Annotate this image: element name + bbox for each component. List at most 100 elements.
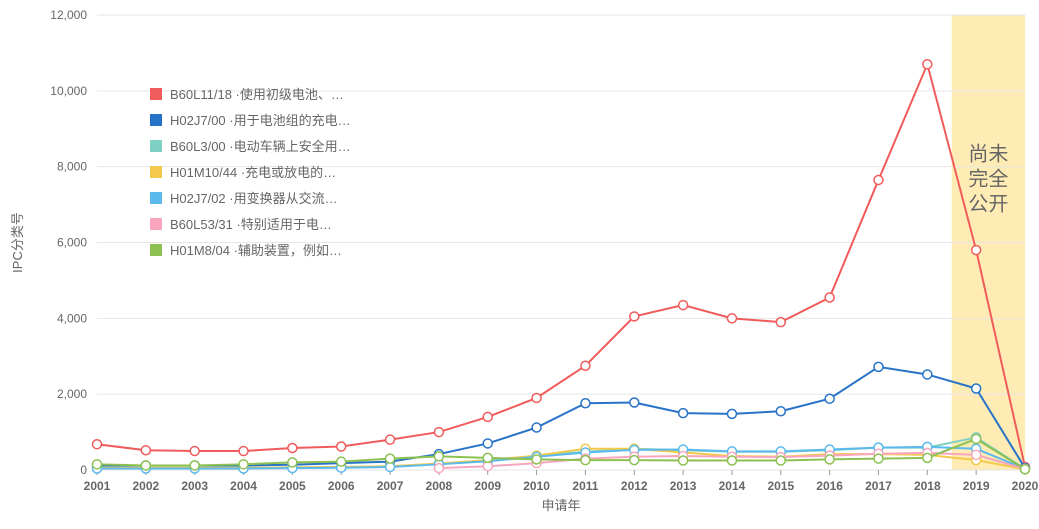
x-tick-label: 2018 <box>914 479 941 493</box>
series-marker <box>874 362 883 371</box>
series-marker <box>190 461 199 470</box>
series-marker <box>434 464 443 473</box>
legend-swatch <box>150 88 162 100</box>
x-tick-label: 2016 <box>816 479 843 493</box>
y-tick-label: 2,000 <box>57 387 87 401</box>
legend-swatch <box>150 140 162 152</box>
series-marker <box>581 456 590 465</box>
series-marker <box>483 412 492 421</box>
series-marker <box>727 456 736 465</box>
legend-label: H02J7/02 ·用变换器从交流… <box>170 191 338 206</box>
x-tick-label: 2008 <box>426 479 453 493</box>
series-marker <box>972 384 981 393</box>
y-tick-label: 0 <box>80 463 87 477</box>
y-tick-label: 4,000 <box>57 311 87 325</box>
x-tick-label: 2004 <box>230 479 257 493</box>
series-marker <box>532 455 541 464</box>
series-marker <box>386 454 395 463</box>
legend-swatch <box>150 244 162 256</box>
series-marker <box>288 444 297 453</box>
legend-swatch <box>150 218 162 230</box>
line-chart: 尚未完全公开 0 2,000 4,000 6,000 8,000 10,000 12,000 2… <box>0 0 1039 529</box>
series-marker <box>825 293 834 302</box>
series-marker <box>190 447 199 456</box>
x-tick-label: 2020 <box>1012 479 1039 493</box>
series-marker <box>93 440 102 449</box>
y-tick-label: 8,000 <box>57 160 87 174</box>
chart-container: 尚未完全公开 0 2,000 4,000 6,000 8,000 10,000 12,000 2… <box>0 0 1039 529</box>
series-marker <box>581 399 590 408</box>
legend-swatch <box>150 192 162 204</box>
series-marker <box>93 460 102 469</box>
x-tick-label: 2019 <box>963 479 990 493</box>
legend-label: B60L3/00 ·电动车辆上安全用… <box>170 139 351 154</box>
legend-label: H01M10/44 ·充电或放电的… <box>170 165 336 180</box>
x-tick-label: 2012 <box>621 479 648 493</box>
series-marker <box>630 456 639 465</box>
series-marker <box>972 434 981 443</box>
series-marker <box>776 407 785 416</box>
legend-label: B60L11/18 ·使用初级电池、… <box>170 87 344 102</box>
series-marker <box>581 361 590 370</box>
series-marker <box>972 450 981 459</box>
series-marker <box>141 446 150 455</box>
series-marker <box>337 442 346 451</box>
x-tick-label: 2006 <box>328 479 355 493</box>
series-marker <box>483 453 492 462</box>
series-marker <box>727 409 736 418</box>
x-tick-label: 2005 <box>279 479 306 493</box>
series-marker <box>874 454 883 463</box>
series-marker <box>434 428 443 437</box>
series-marker <box>288 458 297 467</box>
series-marker <box>825 394 834 403</box>
x-tick-label: 2011 <box>572 479 598 493</box>
y-axis-title: IPC分类号 <box>10 212 25 273</box>
y-tick-label: 6,000 <box>57 236 87 250</box>
series-marker <box>923 60 932 69</box>
legend-label: B60L53/31 ·特别适用于电… <box>170 217 332 232</box>
series-marker <box>532 423 541 432</box>
series-marker <box>679 456 688 465</box>
x-tick-label: 2014 <box>719 479 746 493</box>
series-marker <box>972 246 981 255</box>
x-tick-label: 2003 <box>181 479 208 493</box>
x-tick-label: 2013 <box>670 479 697 493</box>
series-marker <box>630 398 639 407</box>
series-marker <box>532 393 541 402</box>
series-marker <box>239 447 248 456</box>
series-marker <box>679 301 688 310</box>
legend-label: H01M8/04 ·辅助装置，例如… <box>170 243 342 258</box>
series-marker <box>630 312 639 321</box>
series-marker <box>727 314 736 323</box>
series-marker <box>776 318 785 327</box>
series-marker <box>874 175 883 184</box>
legend-swatch <box>150 166 162 178</box>
series-marker <box>483 439 492 448</box>
series-marker <box>923 453 932 462</box>
series-marker <box>386 435 395 444</box>
x-tick-label: 2001 <box>84 479 111 493</box>
x-tick-label: 2009 <box>474 479 501 493</box>
series-marker <box>434 452 443 461</box>
x-tick-label: 2007 <box>377 479 404 493</box>
legend-swatch <box>150 114 162 126</box>
x-tick-label: 2017 <box>865 479 892 493</box>
series-marker <box>776 456 785 465</box>
x-axis-title: 申请年 <box>541 498 580 513</box>
series-marker <box>1021 465 1030 474</box>
series-marker <box>923 370 932 379</box>
series-marker <box>825 455 834 464</box>
highlight-label: 完全 <box>968 168 1008 191</box>
series-marker <box>239 460 248 469</box>
legend-label: H02J7/00 ·用于电池组的充电… <box>170 113 351 128</box>
highlight-label: 公开 <box>968 194 1008 216</box>
x-tick-label: 2015 <box>767 479 794 493</box>
y-tick-label: 10,000 <box>50 84 87 98</box>
x-tick-label: 2002 <box>132 479 159 493</box>
y-tick-label: 12,000 <box>50 8 87 22</box>
series-marker <box>679 409 688 418</box>
highlight-label: 尚未 <box>968 143 1008 166</box>
series-marker <box>141 461 150 470</box>
x-tick-label: 2010 <box>523 479 550 493</box>
series-marker <box>337 457 346 466</box>
